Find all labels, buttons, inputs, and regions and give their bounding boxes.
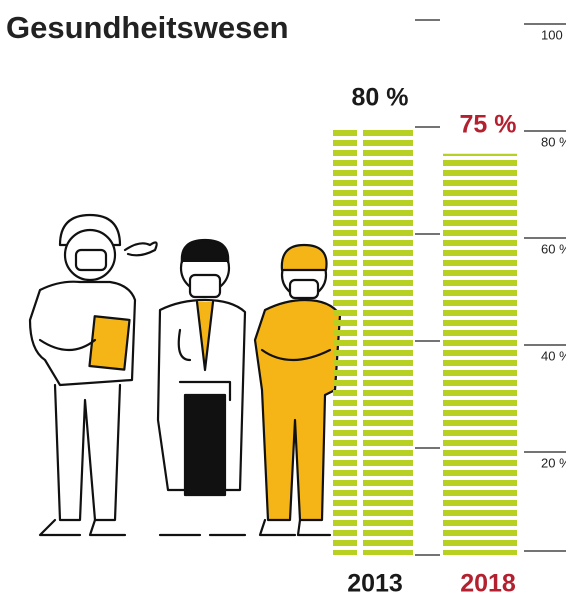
bar xyxy=(333,127,413,555)
value-label: 80 % xyxy=(352,84,409,112)
chart-title: Gesundheitswesen xyxy=(6,10,289,45)
bar xyxy=(443,153,523,555)
y-tick-label: 60 % xyxy=(541,241,566,256)
x-tick-label: 2018 xyxy=(460,570,516,598)
y-tick-label: 80 % xyxy=(541,134,566,149)
x-tick-label: 2013 xyxy=(347,570,403,598)
illustration xyxy=(28,213,342,537)
y-tick-label: 40 % xyxy=(541,348,566,363)
value-label: 75 % xyxy=(460,110,517,138)
y-tick-label: 100 % xyxy=(541,27,566,42)
y-tick-label: 20 % xyxy=(541,455,566,470)
